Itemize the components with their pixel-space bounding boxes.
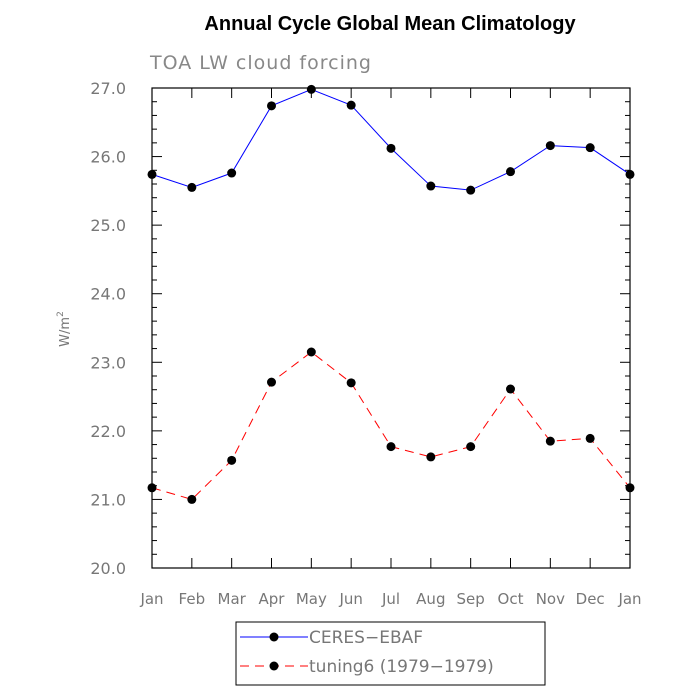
y-tick-label: 21.0: [90, 490, 126, 509]
axis-ticks: [151, 87, 631, 569]
svg-text:W/m2: W/m2: [56, 311, 73, 347]
series-line-1: [151, 88, 631, 191]
data-point: [545, 141, 555, 151]
data-point: [187, 494, 197, 504]
data-point: [506, 384, 515, 394]
y-tick-label: 25.0: [90, 216, 126, 235]
x-tick-label: Aug: [416, 590, 445, 608]
x-tick-label: Sep: [457, 590, 485, 608]
y-tick-label: 24.0: [90, 285, 126, 304]
x-tick-labels: Jan Feb Mar Apr May Jun Jul Aug Sep Oct Nov Dec Jan: [139, 590, 641, 608]
y-tick-labels: 20.0 21.0 22.0 23.0 24.0 25.0 26.0 27.0: [90, 79, 126, 578]
y-axis-label: W/m2: [56, 311, 73, 347]
legend-marker: [269, 632, 279, 642]
data-point: [466, 185, 476, 195]
data-point: [625, 483, 635, 493]
data-point: [386, 143, 396, 153]
y-axis-label-superscript: 2: [56, 311, 66, 317]
y-axis-label-text: W/m: [58, 317, 73, 347]
data-point: [386, 442, 396, 452]
data-point: [466, 442, 476, 452]
data-point: [147, 169, 157, 179]
x-tick-label: Oct: [498, 590, 524, 608]
data-point: [346, 378, 356, 388]
legend-label: CERES−EBAF: [309, 628, 423, 648]
legend-marker: [269, 661, 279, 671]
x-tick-label: Mar: [218, 590, 247, 608]
data-point: [346, 100, 356, 110]
data-point: [267, 101, 276, 111]
data-point: [306, 84, 316, 94]
x-tick-label: Apr: [259, 590, 286, 608]
x-tick-label: Jun: [338, 590, 362, 608]
data-point: [426, 181, 436, 191]
chart-subtitle: TOA LW cloud forcing: [149, 52, 372, 74]
data-point: [426, 452, 436, 462]
data-point: [585, 143, 595, 153]
legend-box: [235, 621, 546, 686]
data-point: [187, 182, 197, 192]
data-point: [267, 377, 276, 387]
data-series: [147, 84, 635, 504]
x-tick-label: Feb: [179, 590, 206, 608]
x-tick-label: May: [296, 590, 327, 608]
y-tick-label: 26.0: [90, 148, 126, 167]
x-tick-label: Jul: [381, 590, 400, 608]
chart-title: Annual Cycle Global Mean Climatology: [204, 13, 576, 35]
x-tick-label: Nov: [536, 590, 565, 608]
legend-label: tuning6 (1979−1979): [309, 657, 494, 677]
x-tick-label: Dec: [576, 590, 605, 608]
data-point: [585, 433, 595, 443]
series-line-2: [151, 351, 631, 500]
data-point: [147, 483, 157, 493]
legend: CERES−EBAF tuning6 (1979−1979): [235, 621, 546, 686]
data-point: [227, 455, 237, 465]
data-point: [545, 436, 555, 446]
y-tick-label: 22.0: [90, 422, 126, 441]
x-tick-label: Jan: [617, 590, 641, 608]
data-point: [506, 167, 515, 177]
y-tick-label: 20.0: [90, 559, 126, 578]
y-tick-label: 23.0: [90, 353, 126, 372]
x-tick-label: Jan: [139, 590, 163, 608]
y-tick-label: 27.0: [90, 79, 126, 98]
data-point: [306, 347, 316, 357]
data-point: [625, 169, 635, 179]
data-point: [227, 168, 237, 178]
plot-frame: [151, 87, 631, 569]
